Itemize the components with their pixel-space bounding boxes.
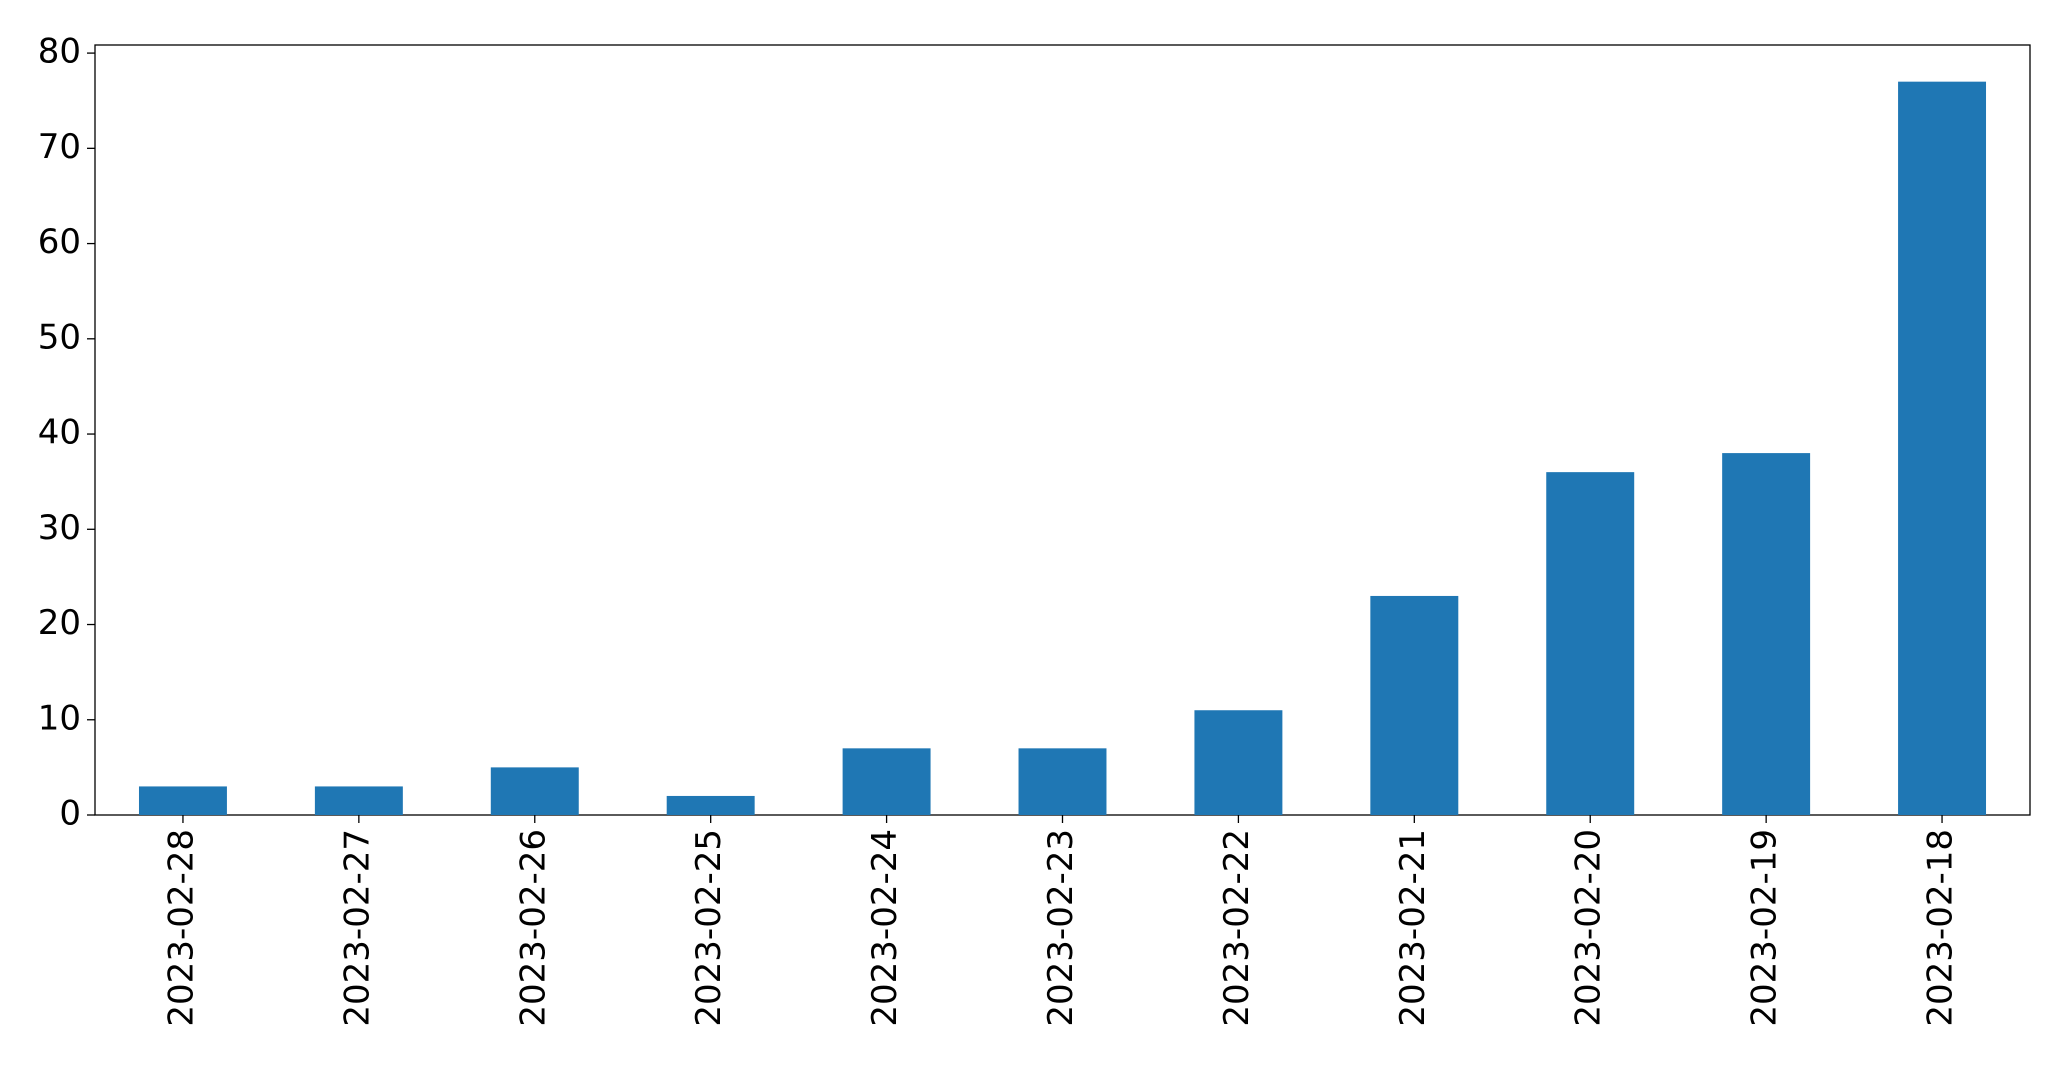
y-tick-label: 50 (38, 317, 81, 357)
y-tick-label: 70 (38, 127, 81, 167)
y-tick-label: 80 (38, 32, 81, 72)
bar (1898, 81, 1987, 815)
bar (314, 786, 403, 815)
y-tick-label: 0 (59, 794, 81, 834)
y-tick-label: 10 (38, 698, 81, 738)
x-tick-label: 2023-02-22 (1217, 829, 1257, 1027)
x-tick-label: 2023-02-27 (337, 829, 377, 1027)
y-tick-label: 60 (38, 222, 81, 262)
bar (842, 748, 931, 815)
x-tick-label: 2023-02-20 (1569, 829, 1609, 1027)
bar (1546, 472, 1635, 815)
y-tick-label: 20 (38, 603, 81, 643)
x-tick-label: 2023-02-18 (1921, 829, 1961, 1027)
bar (1194, 710, 1283, 815)
x-tick-label: 2023-02-26 (513, 829, 553, 1027)
x-tick-label: 2023-02-25 (689, 829, 729, 1027)
bar (138, 786, 227, 815)
y-tick-label: 30 (38, 508, 81, 548)
y-tick-label: 40 (38, 413, 81, 453)
x-tick-label: 2023-02-23 (1041, 829, 1081, 1027)
x-tick-label: 2023-02-24 (865, 829, 905, 1027)
bar (666, 795, 755, 815)
bar (1722, 453, 1811, 815)
bar (490, 767, 579, 815)
bar (1370, 595, 1459, 815)
x-tick-label: 2023-02-28 (161, 829, 201, 1027)
x-tick-label: 2023-02-19 (1745, 829, 1785, 1027)
bar (1018, 748, 1107, 815)
x-tick-label: 2023-02-21 (1393, 829, 1433, 1027)
